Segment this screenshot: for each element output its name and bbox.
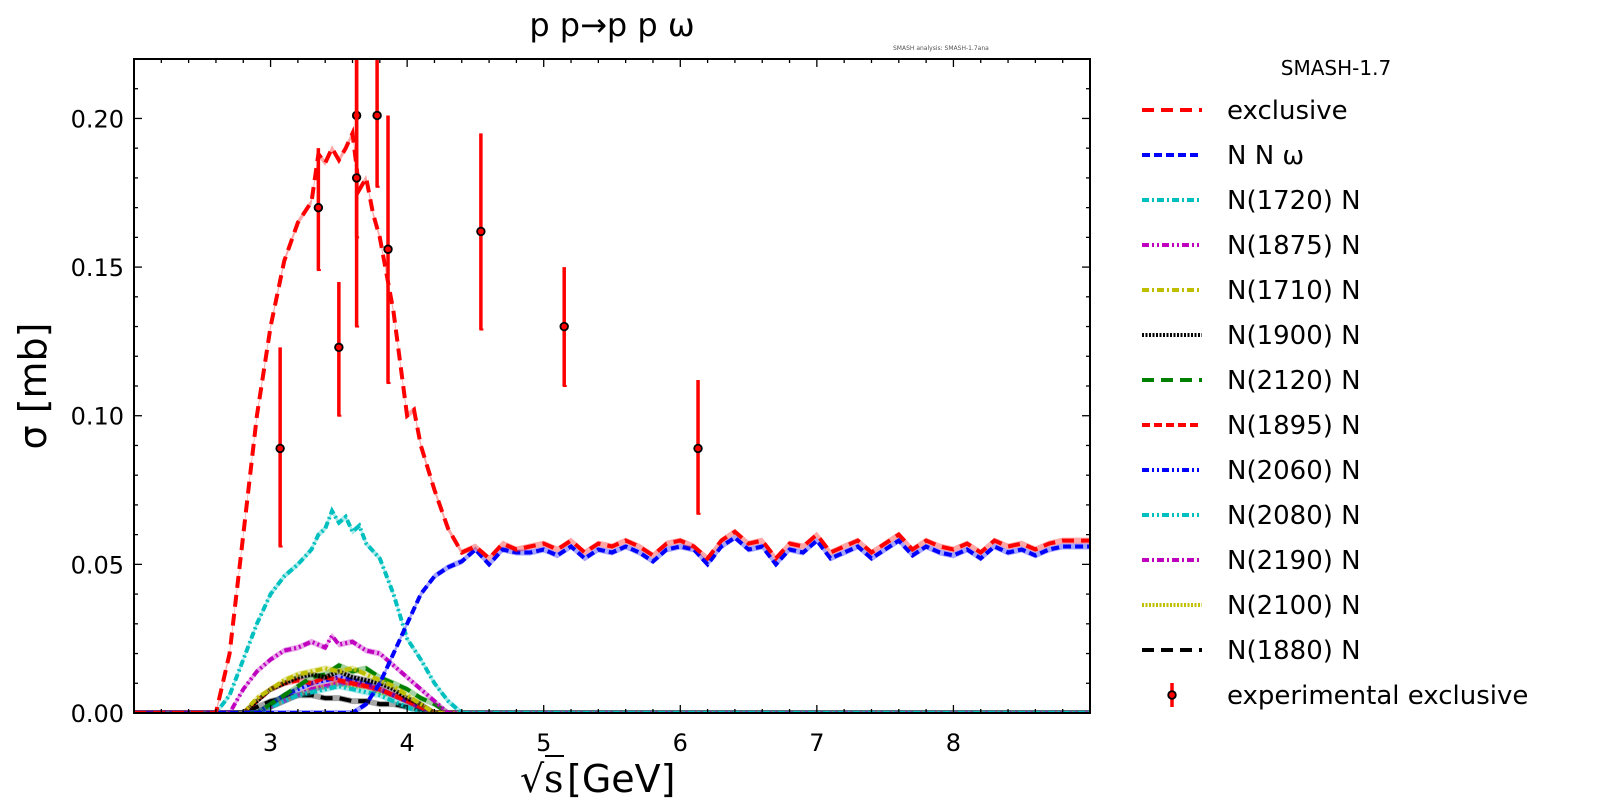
legend-title: SMASH-1.7 bbox=[1281, 56, 1391, 80]
series-line-n-1875-n bbox=[134, 632, 1090, 713]
series-line-n-1900-n bbox=[134, 669, 1090, 713]
series-line-n-2060-n bbox=[134, 675, 1090, 713]
y-tick-label: 0.20 bbox=[71, 105, 124, 133]
data-point bbox=[275, 443, 285, 454]
legend-label: N(1875) N bbox=[1227, 231, 1361, 261]
y-tick-label: 0.00 bbox=[71, 700, 124, 728]
series-band-exclusive bbox=[134, 130, 1090, 713]
legend-label: N(2190) N bbox=[1227, 546, 1361, 576]
legend-label: N(1900) N bbox=[1227, 321, 1361, 351]
legend-item-n-1720-n: N(1720) N bbox=[1142, 186, 1361, 216]
legend-label: exclusive bbox=[1227, 96, 1348, 126]
series-band-n-1880-n bbox=[134, 692, 1090, 713]
legend-item-n-1895-n: N(1895) N bbox=[1142, 411, 1361, 441]
series-band-n-2080-n bbox=[134, 683, 1090, 713]
legend-item-n-2190-n: N(2190) N bbox=[1142, 546, 1361, 576]
legend-label: N(2120) N bbox=[1227, 366, 1361, 396]
data-point bbox=[693, 443, 703, 454]
series-line-n-2080-n bbox=[134, 684, 1090, 713]
x-axis-label: √ s [GeV] bbox=[520, 755, 675, 801]
legend-item-n-1900-n: N(1900) N bbox=[1142, 321, 1361, 351]
data-point bbox=[372, 110, 382, 121]
series-line-n-1710-n bbox=[134, 666, 1090, 713]
chart-title: p p→p p ω bbox=[529, 6, 694, 44]
legend-label: N(1710) N bbox=[1227, 276, 1361, 306]
y-axis-label: σ [mb] bbox=[11, 323, 55, 450]
x-tick-label: 3 bbox=[263, 729, 278, 757]
series-line-exclusive bbox=[134, 125, 1090, 713]
x-axis-label-s: s bbox=[544, 757, 564, 801]
series-band-n-1710-n bbox=[134, 665, 1090, 713]
legend-label: N(1880) N bbox=[1227, 636, 1361, 666]
series-line-n-2120-n bbox=[134, 663, 1090, 713]
legend-item-n-2060-n: N(2060) N bbox=[1142, 456, 1361, 486]
x-axis-label-unit: [GeV] bbox=[567, 757, 675, 801]
series-band-n-1900-n bbox=[134, 668, 1090, 713]
series-line-n-1720-n bbox=[134, 506, 1090, 713]
legend-item-experimental-exclusive: experimental exclusive bbox=[1167, 681, 1528, 711]
data-point bbox=[559, 321, 569, 332]
legend-item-n-2100-n: N(2100) N bbox=[1142, 591, 1361, 621]
legend-label: N N ω bbox=[1227, 141, 1304, 171]
legend-item-n-1875-n: N(1875) N bbox=[1142, 231, 1361, 261]
data-point bbox=[383, 244, 393, 254]
legend-item-n-1880-n: N(1880) N bbox=[1142, 636, 1361, 666]
legend-item-n-1710-n: N(1710) N bbox=[1142, 276, 1361, 306]
y-tick-label: 0.05 bbox=[71, 551, 124, 579]
series-line-n-1880-n bbox=[134, 693, 1090, 713]
legend-label: N(1895) N bbox=[1227, 411, 1361, 441]
legend-label: experimental exclusive bbox=[1227, 681, 1528, 711]
data-point bbox=[351, 173, 362, 183]
legend-label: N(2100) N bbox=[1227, 591, 1361, 621]
series-line-n-n bbox=[134, 535, 1090, 713]
series-band-n-1895-n bbox=[134, 674, 1090, 713]
data-point bbox=[313, 202, 324, 213]
x-tick-label: 5 bbox=[536, 729, 551, 757]
x-tick-label: 4 bbox=[400, 729, 415, 757]
legend-item-exclusive: exclusive bbox=[1142, 96, 1348, 126]
series-band-n-2060-n bbox=[134, 674, 1090, 713]
legend-label: N(1720) N bbox=[1227, 186, 1361, 216]
legend-label: N(2080) N bbox=[1227, 501, 1361, 531]
legend-swatch-marker bbox=[1167, 690, 1177, 700]
legend: SMASH-1.7 exclusive N N ω N(1720) N N(1875)… bbox=[1142, 56, 1528, 711]
legend-item-n-2080-n: N(2080) N bbox=[1142, 501, 1361, 531]
legend-item-n-n: N N ω bbox=[1142, 141, 1304, 171]
y-tick-label: 0.10 bbox=[71, 403, 124, 431]
x-tick-label: 6 bbox=[673, 729, 688, 757]
x-axis-label-root: √ bbox=[520, 757, 545, 801]
data-point bbox=[476, 226, 486, 237]
watermark: SMASH analysis: SMASH-1.7ana bbox=[893, 45, 989, 52]
y-tick-label: 0.15 bbox=[71, 254, 124, 282]
legend-item-n-2120-n: N(2120) N bbox=[1142, 366, 1361, 396]
plot-frame bbox=[133, 58, 1091, 714]
x-tick-label: 8 bbox=[946, 729, 961, 757]
x-tick-label: 7 bbox=[809, 729, 824, 757]
data-point bbox=[334, 342, 344, 353]
legend-label: N(2060) N bbox=[1227, 456, 1361, 486]
